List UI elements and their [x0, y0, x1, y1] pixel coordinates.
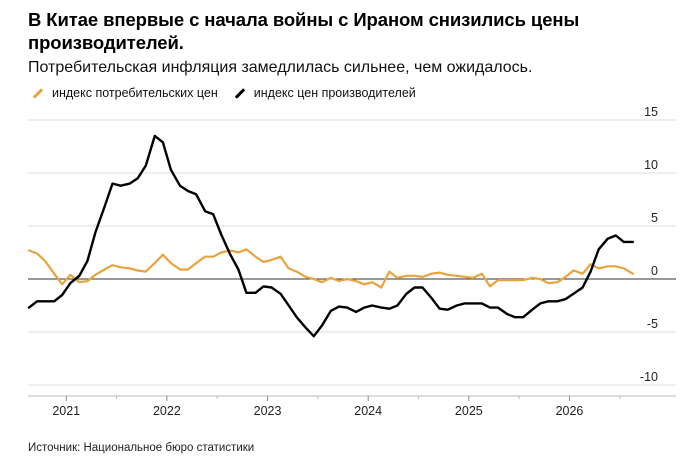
legend-label-ppi: индекс цен производителей — [253, 86, 416, 100]
x-axis-labels: 2021 2022 2023 2024 2025 2026 — [52, 404, 583, 418]
legend-label-cpi: индекс потребительских цен — [52, 86, 218, 100]
x-tick-label: 2023 — [254, 404, 282, 418]
y-tick-label: 0 — [651, 264, 658, 278]
series-line-ppi — [27, 134, 635, 338]
legend: индекс потребительских цен индекс цен пр… — [28, 86, 428, 100]
chart-title: В Китае впервые с начала войны с Ираном … — [28, 9, 580, 53]
y-tick-label: 10 — [644, 158, 658, 172]
series-line-cpi — [27, 248, 635, 289]
legend-item-ppi: индекс цен производителей — [230, 86, 416, 100]
chart-subtitle: Потребительская инфляция замедлилась сил… — [28, 59, 533, 76]
x-tick-label: 2026 — [556, 404, 584, 418]
x-tick-label: 2021 — [52, 404, 80, 418]
y-axis-labels: 15 10 5 0 -5 -10 — [640, 105, 658, 384]
x-tick-label: 2024 — [354, 404, 382, 418]
x-tick-label: 2025 — [455, 404, 483, 418]
x-tick-label: 2022 — [153, 404, 181, 418]
y-tick-label: 5 — [651, 211, 658, 225]
y-tick-label: 15 — [644, 105, 658, 119]
grid-lines — [28, 119, 676, 397]
x-axis-ticks — [65, 396, 621, 401]
source-note: Источник: Национальное бюро статистики — [28, 442, 255, 454]
legend-item-cpi: индекс потребительских цен — [28, 86, 218, 100]
y-tick-label: -10 — [640, 370, 658, 384]
series-lines — [27, 134, 635, 338]
y-tick-label: -5 — [647, 317, 658, 331]
